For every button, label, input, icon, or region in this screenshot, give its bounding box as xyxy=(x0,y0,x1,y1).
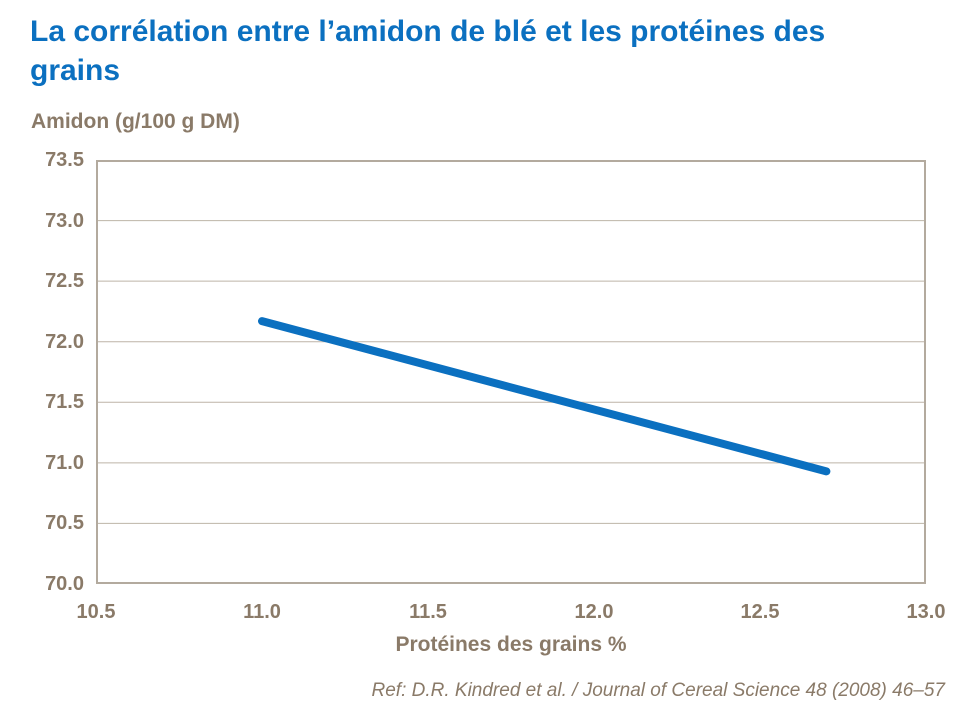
y-tick-label: 72.5 xyxy=(45,270,84,293)
x-tick-label: 12.0 xyxy=(574,601,614,623)
y-tick-label: 73.5 xyxy=(45,149,84,171)
x-tick-label: 13.0 xyxy=(906,601,946,623)
chart-canvas xyxy=(96,160,926,584)
chart-title: La corrélation entre l’amidon de blé et … xyxy=(30,15,826,87)
y-tick-label: 73.0 xyxy=(45,209,84,232)
y-tick-label: 70.0 xyxy=(45,573,84,595)
x-tick-label: 11.5 xyxy=(409,601,447,623)
reference-citation: Ref: D.R. Kindred et al. / Journal of Ce… xyxy=(371,680,946,701)
y-tick-label: 72.0 xyxy=(45,330,84,353)
x-tick-label: 11.0 xyxy=(243,601,281,623)
y-axis-title: Amidon (g/100 g DM) xyxy=(31,110,240,133)
plot-frame xyxy=(96,160,926,584)
x-axis-title: Protéines des grains % xyxy=(395,633,627,656)
y-tick-label: 71.0 xyxy=(45,451,84,474)
series-line xyxy=(258,317,831,476)
x-tick-label: 12.5 xyxy=(740,601,780,623)
x-tick-label: 10.5 xyxy=(76,601,116,623)
y-tick-label: 70.5 xyxy=(45,512,84,535)
y-tick-label: 71.5 xyxy=(45,391,84,414)
plot-area xyxy=(96,160,926,584)
